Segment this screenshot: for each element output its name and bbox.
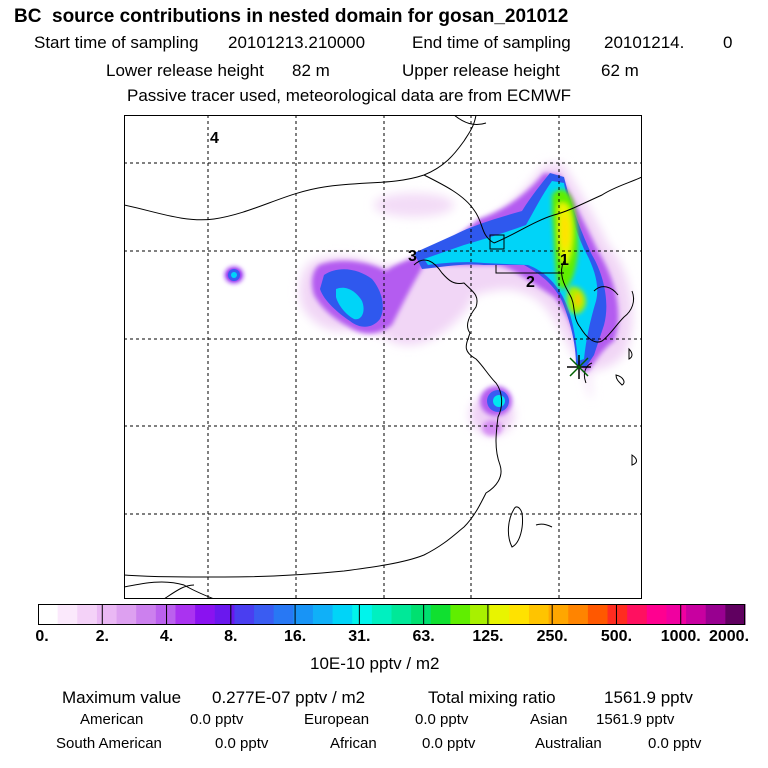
colorbar-tick-label: 16. <box>283 628 307 645</box>
region-american-name: American <box>80 711 144 728</box>
region-african-value: 0.0 pptv <box>422 735 476 752</box>
region-european-value: 0.0 pptv <box>415 711 469 728</box>
map-title: BC source contributions in nested domain… <box>14 6 569 27</box>
colorbar-cell <box>470 604 491 625</box>
colorbar-tick-label: 63. <box>412 628 435 645</box>
colorbar-cell <box>391 604 412 625</box>
colorbar-cell <box>666 604 687 625</box>
colorbar-cell <box>528 604 550 625</box>
lower-release-value: 82 m <box>292 61 330 80</box>
colorbar-cell <box>38 604 59 625</box>
plume-hotspot-layer <box>552 189 586 314</box>
colorbar-tick-label: 2000. <box>708 628 750 645</box>
region-european-name: European <box>304 711 370 728</box>
colorbar-tick-label: 8. <box>224 628 238 645</box>
colorbar-cell <box>568 604 589 625</box>
colorbar-cell <box>254 604 275 625</box>
colorbar-cell <box>57 604 78 625</box>
colorbar-cell <box>509 604 530 625</box>
max-value: 0.277E-07 pptv / m2 <box>212 688 366 707</box>
colorbar-cell <box>195 604 216 625</box>
colorbar-cell <box>587 604 609 625</box>
region-australian-name: Australian <box>535 735 602 752</box>
region-african-name: African <box>330 735 377 752</box>
colorbar-cell <box>175 604 196 625</box>
colorbar-cell <box>450 604 471 625</box>
colorbar-cell <box>214 604 235 625</box>
colorbar-cell <box>116 604 137 625</box>
region-american-value: 0.0 pptv <box>190 711 244 728</box>
region-label-3: 3 <box>408 248 417 265</box>
colorbar-cell <box>312 604 334 625</box>
colorbar-tick-label: 0. <box>35 628 49 645</box>
colorbar-tick-label: 250. <box>536 628 568 645</box>
colorbar-cell <box>332 604 353 625</box>
colorbar-cell <box>646 604 667 625</box>
colorbar-tick-label: 125. <box>472 628 504 645</box>
region-label-2: 2 <box>526 274 535 291</box>
colorbar-cell <box>136 604 157 625</box>
end-time-label: End time of sampling <box>412 33 571 52</box>
lower-release-label: Lower release height <box>106 61 264 80</box>
region-label-4: 4 <box>210 130 219 147</box>
start-time-value: 20101213.210000 <box>228 33 366 52</box>
colorbar-cell <box>234 604 255 625</box>
colorbar-cell <box>411 604 432 625</box>
end-time-value: 20101214. <box>604 33 685 52</box>
colorbar-cell <box>371 604 392 625</box>
region-south-american-name: South American <box>56 735 162 752</box>
colorbar-cell <box>725 604 746 625</box>
colorbar-tick-label: 500. <box>600 628 633 645</box>
coastlines <box>124 115 642 599</box>
source-region-boxes <box>489 234 564 274</box>
graticule <box>124 115 642 599</box>
tracer-note: Passive tracer used, meteorological data… <box>127 86 572 105</box>
upper-release-value: 62 m <box>601 61 639 80</box>
colorbar-cell <box>293 604 314 625</box>
upper-release-label: Upper release height <box>402 61 560 80</box>
end-time-extra: 0 <box>723 33 733 52</box>
colorbar-cell <box>705 604 726 625</box>
colorbar-tick-label: 2. <box>95 628 109 645</box>
region-label-1: 1 <box>560 252 569 269</box>
region-asian-name: Asian <box>530 711 568 728</box>
colorbar-tick-label: 4. <box>159 628 174 645</box>
map-frame <box>124 115 642 599</box>
colorbar-tick-label: 31. <box>348 628 371 645</box>
colorbar-cell <box>627 604 648 625</box>
region-south-american-value: 0.0 pptv <box>215 735 269 752</box>
colorbar-cell <box>430 604 451 625</box>
contribution-map: 4 3 2 1 <box>124 115 642 599</box>
colorbar-unit: 10E-10 pptv / m2 <box>310 654 440 673</box>
region-asian-value: 1561.9 pptv <box>596 711 675 728</box>
total-mixing-label: Total mixing ratio <box>428 688 556 707</box>
colorbar-cell <box>96 604 118 625</box>
start-time-label: Start time of sampling <box>34 33 199 52</box>
colorbar-cell <box>77 604 98 625</box>
receptor-star-icon <box>567 355 591 379</box>
region-australian-value: 0.0 pptv <box>648 735 702 752</box>
colorbar-cell <box>352 604 373 625</box>
colorbar-cell <box>686 604 707 625</box>
colorbar-cell <box>155 604 176 625</box>
max-value-label: Maximum value <box>62 688 182 707</box>
colorbar-cell <box>489 604 510 625</box>
colorbar-tick-label: 1000. <box>660 628 701 645</box>
total-mixing-value: 1561.9 pptv <box>604 688 693 707</box>
colorbar <box>38 604 746 625</box>
colorbar-cell <box>607 604 628 625</box>
colorbar-cell <box>548 604 569 625</box>
colorbar-cell <box>273 604 294 625</box>
